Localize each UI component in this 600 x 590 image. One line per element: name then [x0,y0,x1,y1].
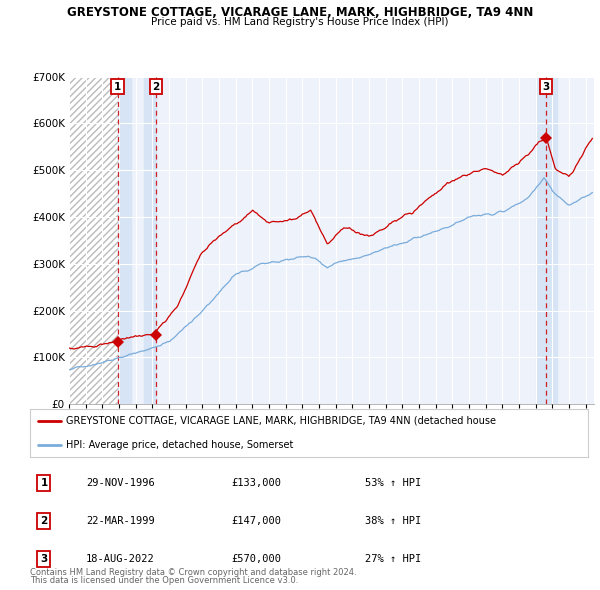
Text: 3: 3 [542,81,550,91]
Bar [69,77,118,404]
Text: 18-AUG-2022: 18-AUG-2022 [86,553,155,563]
Text: £147,000: £147,000 [231,516,281,526]
Text: GREYSTONE COTTAGE, VICARAGE LANE, MARK, HIGHBRIDGE, TA9 4NN: GREYSTONE COTTAGE, VICARAGE LANE, MARK, … [67,6,533,19]
Text: Price paid vs. HM Land Registry's House Price Index (HPI): Price paid vs. HM Land Registry's House … [151,17,449,27]
Text: 38% ↑ HPI: 38% ↑ HPI [365,516,421,526]
Text: 53% ↑ HPI: 53% ↑ HPI [365,478,421,488]
Text: 29-NOV-1996: 29-NOV-1996 [86,478,155,488]
Bar [144,77,156,404]
Text: This data is licensed under the Open Government Licence v3.0.: This data is licensed under the Open Gov… [30,576,298,585]
Text: £570,000: £570,000 [231,553,281,563]
Text: 27% ↑ HPI: 27% ↑ HPI [365,553,421,563]
Text: 2: 2 [152,81,160,91]
Text: GREYSTONE COTTAGE, VICARAGE LANE, MARK, HIGHBRIDGE, TA9 4NN (detached house: GREYSTONE COTTAGE, VICARAGE LANE, MARK, … [66,416,496,426]
Text: HPI: Average price, detached house, Somerset: HPI: Average price, detached house, Some… [66,440,293,450]
Text: 3: 3 [40,553,47,563]
Text: 2: 2 [40,516,47,526]
Bar [536,77,557,404]
Text: 22-MAR-1999: 22-MAR-1999 [86,516,155,526]
Text: Contains HM Land Registry data © Crown copyright and database right 2024.: Contains HM Land Registry data © Crown c… [30,568,356,577]
Text: £133,000: £133,000 [231,478,281,488]
Text: 1: 1 [40,478,47,488]
Bar [118,77,131,404]
Text: 1: 1 [114,81,121,91]
